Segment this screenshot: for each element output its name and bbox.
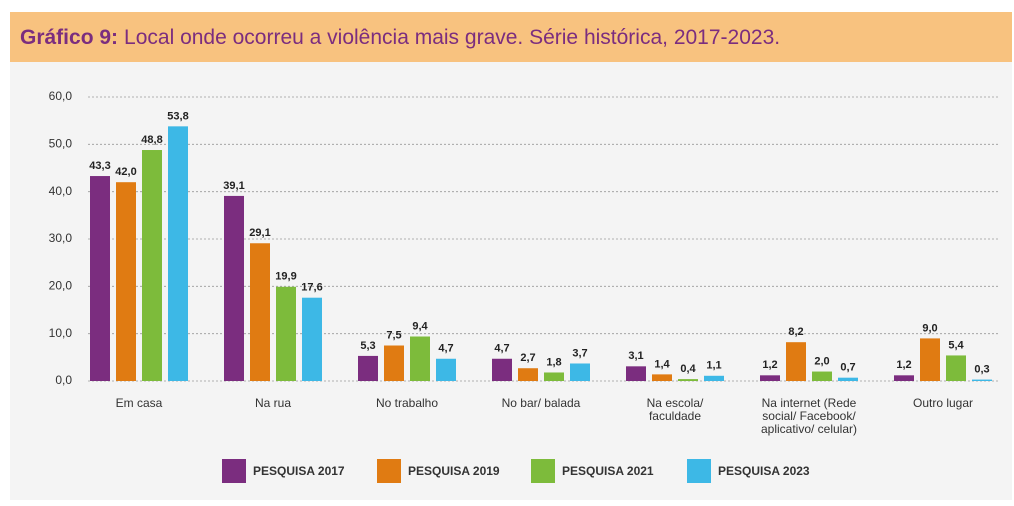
bar <box>436 358 456 381</box>
bar <box>838 377 858 381</box>
bar <box>786 342 806 381</box>
bar <box>224 195 244 381</box>
x-tick-label: Outro lugar <box>913 396 973 410</box>
value-label: 2,7 <box>520 352 535 364</box>
x-tick-label: Na rua <box>255 396 291 410</box>
y-tick-label: 50,0 <box>49 137 73 151</box>
title-label: Gráfico 9: <box>20 26 118 49</box>
bar <box>168 126 188 381</box>
value-label: 4,7 <box>438 343 453 355</box>
bar <box>142 150 162 381</box>
value-label: 2,0 <box>814 355 829 367</box>
value-label: 0,3 <box>974 363 989 375</box>
value-label: 3,1 <box>628 350 643 362</box>
bar <box>90 176 110 381</box>
value-label: 1,2 <box>762 359 777 371</box>
value-label: 0,7 <box>840 362 855 374</box>
bar <box>276 286 296 381</box>
value-label: 43,3 <box>89 160 110 172</box>
y-tick-label: 10,0 <box>49 326 73 340</box>
x-tick-label: No trabalho <box>376 396 438 410</box>
bar <box>626 366 646 381</box>
value-label: 48,8 <box>141 134 162 146</box>
bar <box>946 355 966 381</box>
bar <box>678 379 698 381</box>
value-label: 29,1 <box>249 227 270 239</box>
value-label: 5,4 <box>948 339 964 351</box>
value-label: 53,8 <box>167 110 188 122</box>
legend-swatch <box>531 459 555 483</box>
value-label: 1,8 <box>546 356 561 368</box>
bar <box>250 243 270 381</box>
bar <box>384 345 404 381</box>
y-tick-label: 0,0 <box>55 373 72 387</box>
bar <box>492 358 512 381</box>
y-tick-label: 30,0 <box>49 231 73 245</box>
y-tick-label: 40,0 <box>49 184 73 198</box>
value-label: 17,6 <box>301 282 322 294</box>
value-label: 1,4 <box>654 358 670 370</box>
x-tick-label: Em casa <box>116 396 163 410</box>
chart-title: Gráfico 9: Local onde ocorreu a violência… <box>20 26 780 49</box>
value-label: 5,3 <box>360 340 375 352</box>
header-band <box>10 12 1012 62</box>
bar <box>358 355 378 381</box>
x-tick-label: Na internet (Rede <box>762 396 857 410</box>
legend-swatch <box>222 459 246 483</box>
x-tick-label: social/ Facebook/ <box>762 409 856 423</box>
x-tick-label: aplicativo/ celular) <box>761 422 857 436</box>
bar <box>410 336 430 381</box>
x-tick-label: No bar/ balada <box>502 396 581 410</box>
value-label: 19,9 <box>275 271 296 283</box>
bar <box>652 374 672 381</box>
bar <box>302 297 322 381</box>
bar <box>544 372 564 381</box>
legend-swatch <box>687 459 711 483</box>
value-label: 1,2 <box>896 359 911 371</box>
bar <box>518 368 538 381</box>
value-label: 1,1 <box>706 360 721 372</box>
legend-swatch <box>377 459 401 483</box>
legend-label: PESQUISA 2019 <box>408 464 500 478</box>
value-label: 42,0 <box>115 166 136 178</box>
bar <box>894 375 914 381</box>
value-label: 9,4 <box>412 320 428 332</box>
legend-label: PESQUISA 2021 <box>562 464 654 478</box>
value-label: 9,0 <box>922 322 937 334</box>
value-label: 8,2 <box>788 326 803 338</box>
x-tick-label: Na escola/ <box>647 396 704 410</box>
legend-label: PESQUISA 2023 <box>718 464 810 478</box>
value-label: 0,4 <box>680 363 696 375</box>
title-text: Local onde ocorreu a violência mais grav… <box>124 26 780 49</box>
bar <box>570 363 590 381</box>
bar <box>920 338 940 381</box>
bar <box>116 182 136 381</box>
x-tick-label: faculdade <box>649 409 701 423</box>
y-tick-label: 60,0 <box>49 89 73 103</box>
bar <box>812 371 832 381</box>
legend-label: PESQUISA 2017 <box>253 464 345 478</box>
value-label: 4,7 <box>494 343 509 355</box>
bar <box>760 375 780 381</box>
value-label: 39,1 <box>223 180 244 192</box>
y-tick-label: 20,0 <box>49 279 73 293</box>
value-label: 7,5 <box>386 329 401 341</box>
value-label: 3,7 <box>572 347 587 359</box>
bar <box>704 375 724 381</box>
bar <box>972 379 992 381</box>
